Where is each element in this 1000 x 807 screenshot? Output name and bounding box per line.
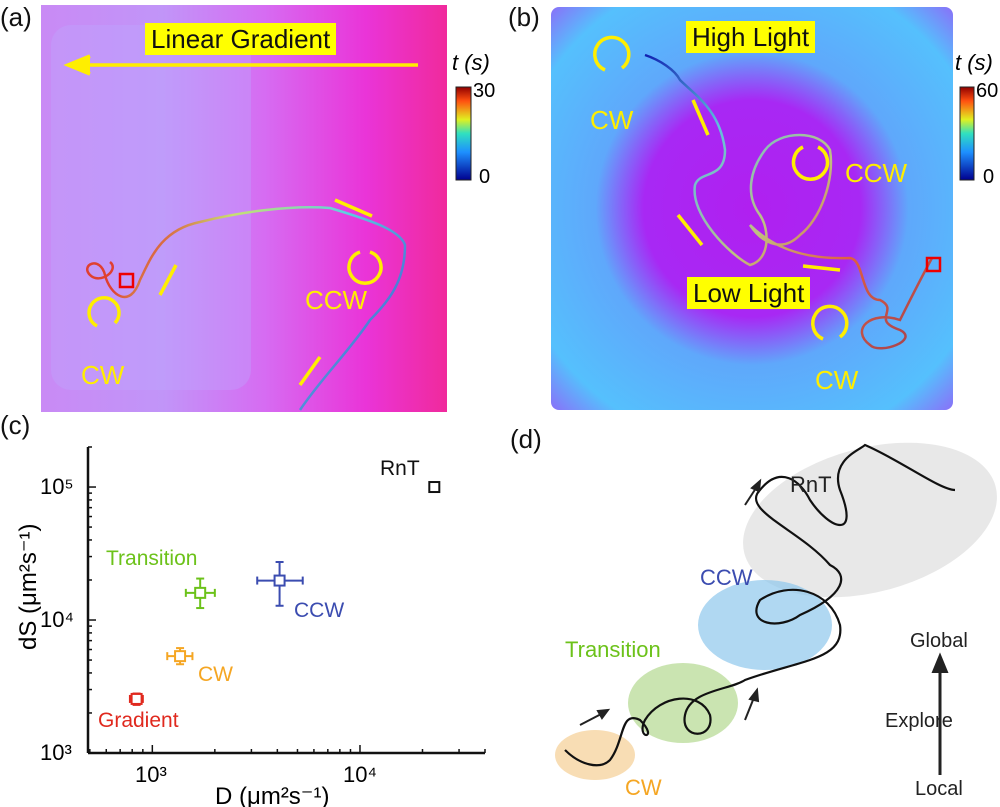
- trajectory-a: [86, 206, 407, 411]
- ccw-label-b: CCW: [845, 158, 908, 188]
- high-light-label: High Light: [686, 21, 816, 53]
- cw-region: [555, 730, 635, 780]
- transition-label: Transition: [565, 637, 661, 662]
- colorbar-a: [455, 86, 472, 181]
- colorbar-b: [959, 86, 975, 181]
- panel-b-overlay: [593, 35, 975, 350]
- direction-arrow: [748, 687, 760, 703]
- colorbar-b-max: 60: [976, 80, 999, 102]
- explore-axis-arrow: [931, 652, 949, 673]
- cw-label-b-top: CW: [590, 105, 634, 135]
- panel-d-label: (d): [510, 424, 542, 454]
- point-ccw: [273, 574, 286, 587]
- point-label-cw: CW: [198, 663, 233, 686]
- low-light-label: Low Light: [687, 277, 811, 309]
- end-marker-a: [118, 272, 135, 289]
- global-label: Global: [910, 630, 968, 652]
- x-tick-label: 10⁴: [343, 762, 377, 787]
- point-label-rnt: RnT: [380, 457, 420, 480]
- colorbar-a-min: 0: [479, 166, 491, 188]
- linear-gradient-label: Linear Gradient: [145, 23, 337, 55]
- ccw-rotation-icon: [347, 250, 383, 285]
- point-gradient: [130, 692, 143, 705]
- cw-rotation-icon: [593, 35, 631, 72]
- y-tick-label: 10⁴: [40, 607, 74, 632]
- x-axis-label: D (μm²s⁻¹): [215, 783, 329, 807]
- trajectory-b: [644, 53, 934, 350]
- point-cw: [174, 650, 187, 663]
- cw-label-a: CW: [81, 360, 125, 390]
- y-tick-label: 10⁵: [40, 474, 74, 499]
- end-marker-b: [925, 256, 942, 273]
- point-label-ccw: CCW: [294, 599, 344, 622]
- y-axis-label: dS (μm²s⁻¹): [15, 524, 42, 650]
- y-tick-label: 10³: [40, 740, 72, 765]
- point-label-transition: Transition: [106, 547, 197, 570]
- ccw-rotation-icon: [791, 145, 830, 181]
- x-tick-label: 10³: [135, 762, 167, 787]
- cw-label: CW: [625, 775, 662, 800]
- colorbar-b-min: 0: [983, 166, 995, 188]
- explore-label: Explore: [885, 710, 953, 732]
- direction-arrow: [596, 708, 611, 720]
- strategy-diagram: RnT CCW Transition CW Global Explore Loc…: [555, 442, 997, 800]
- panel-b-image: [551, 7, 953, 410]
- transition-region: [628, 663, 738, 743]
- trajectory-path: [564, 443, 956, 767]
- cw-label-b-bottom: CW: [815, 365, 859, 395]
- gradient-arrowhead: [63, 54, 91, 76]
- point-rnt: [428, 481, 441, 494]
- cw-rotation-icon: [87, 296, 121, 328]
- rnt-label: RnT: [790, 472, 832, 497]
- scatter-chart: 10³ 10⁴ 10⁵ 10³ 10⁴ D (μm²s⁻¹) dS (μm²s⁻…: [15, 446, 486, 807]
- panel-a-label: (a): [0, 2, 32, 32]
- ccw-label-a: CCW: [305, 285, 368, 315]
- panel-a-image: [41, 5, 447, 412]
- ccw-region: [698, 580, 832, 670]
- panel-b-label: (b): [508, 2, 540, 32]
- colorbar-a-title: t (s): [452, 50, 490, 75]
- panel-a-overlay: [63, 54, 472, 411]
- colorbar-a-max: 30: [473, 80, 496, 102]
- point-transition: [194, 586, 207, 599]
- panel-c-label: (c): [0, 410, 31, 440]
- ccw-label: CCW: [700, 565, 753, 590]
- cw-rotation-icon: [811, 304, 849, 341]
- direction-arrow: [750, 478, 762, 493]
- colorbar-b-title: t (s): [955, 50, 993, 75]
- point-label-gradient: Gradient: [98, 709, 179, 732]
- local-label: Local: [915, 778, 963, 800]
